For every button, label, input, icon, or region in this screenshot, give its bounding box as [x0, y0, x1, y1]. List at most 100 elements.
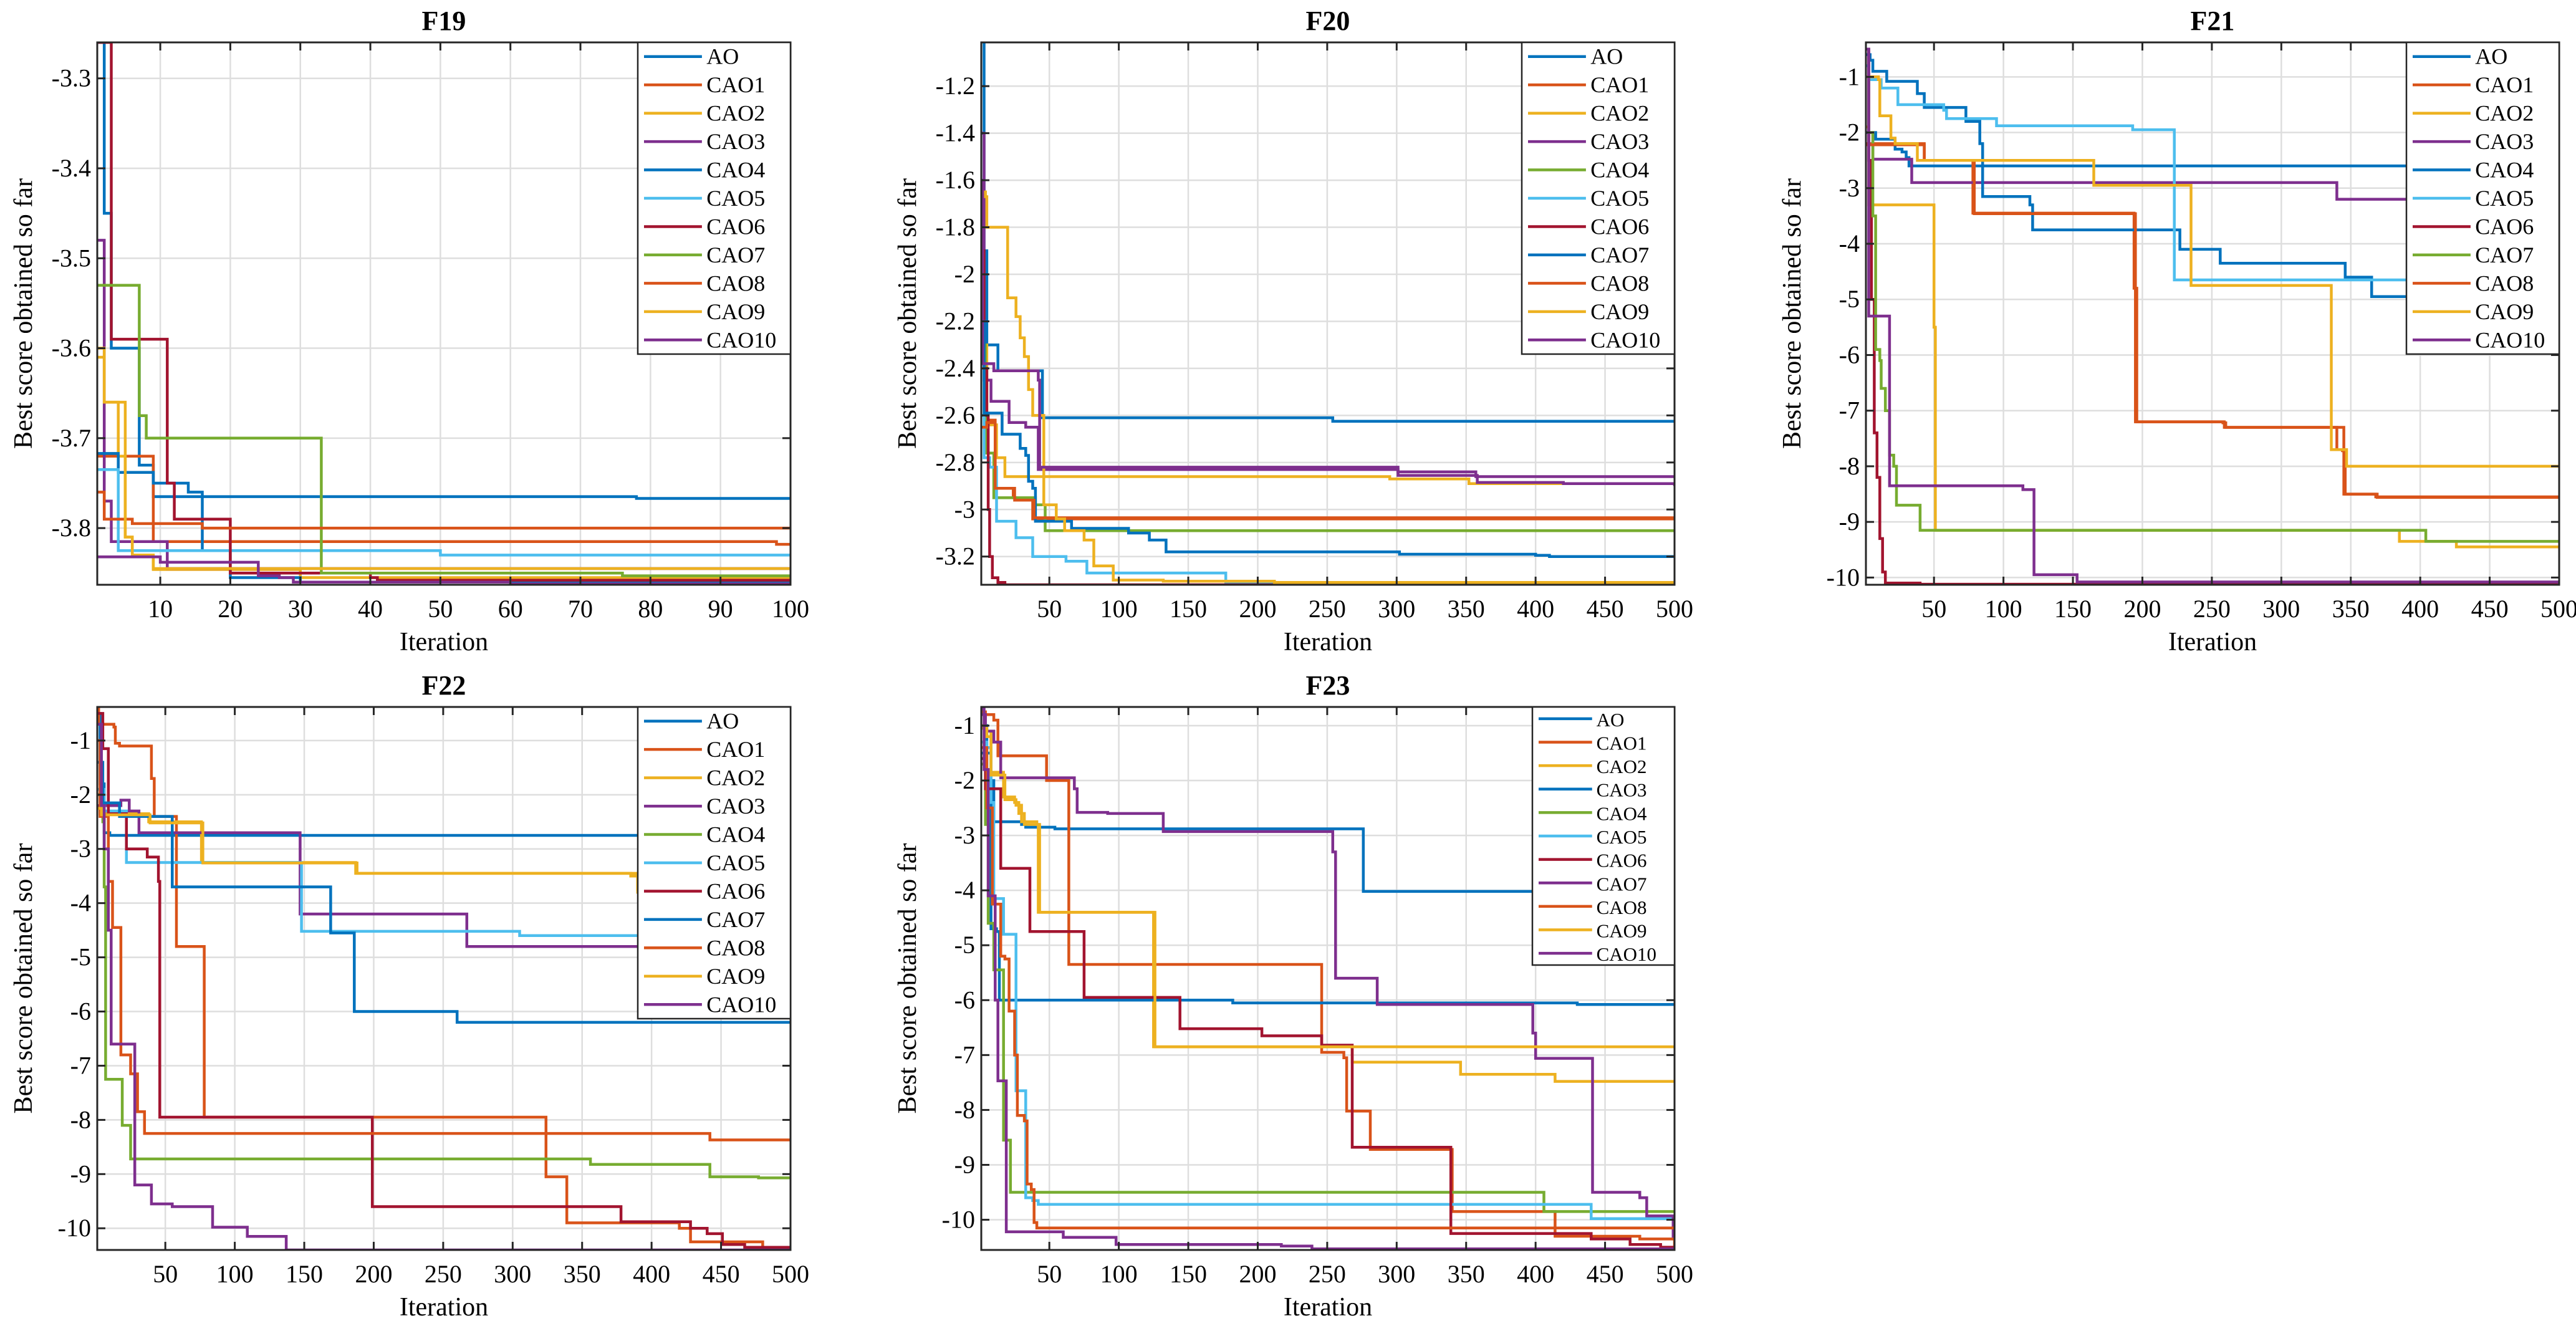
x-tick-label: 150	[2054, 595, 2092, 623]
y-tick-label: -3.2	[936, 542, 975, 570]
x-tick-label: 450	[703, 1260, 740, 1288]
x-tick-label: 350	[1448, 595, 1485, 623]
y-tick-label: -8	[70, 1105, 91, 1133]
x-tick-label: 400	[2401, 595, 2439, 623]
subplot-f19: 10 20 30 40 50 60 70 80 90 100 -3.3 -3.4 -3.5 -3.6 -3.…	[9, 6, 809, 656]
x-tick-label: 70	[568, 595, 593, 623]
y-axis-label: Best score obtained so far	[1778, 178, 1807, 449]
series-line-cao3	[97, 239, 791, 570]
legend-label: CAO5	[1597, 826, 1647, 848]
series-line-cao6	[981, 757, 1675, 1250]
y-tick-label: -5	[70, 943, 91, 971]
y-tick-label: -2	[954, 260, 975, 288]
series-line-cao9	[97, 807, 791, 891]
legend-label: CAO4	[2475, 158, 2534, 183]
chart-title: F20	[1306, 6, 1350, 36]
y-axis-label: Best score obtained so far	[893, 843, 922, 1114]
chart-title: F23	[1306, 670, 1350, 701]
legend: AO CAO1 CAO2 CAO3 CAO4 CAO5 CAO6 CAO7 CAO8 CAO9 CA…	[2405, 41, 2560, 355]
subplot-f23: 50 100 150 200 250 300 350 400 450 500 -1 -2 -3 -4 -5 -…	[893, 670, 1693, 1322]
x-tick-label: 350	[1448, 1260, 1485, 1288]
legend-label: AO	[1597, 709, 1625, 731]
x-axis-label: Iteration	[400, 1293, 488, 1322]
y-tick-label: -3	[954, 495, 975, 523]
legend-item-cao1: CAO1	[644, 72, 765, 97]
y-tick-label: -9	[70, 1160, 91, 1188]
legend-item-cao3: CAO3	[1528, 129, 1649, 154]
y-tick-label: -5	[1839, 285, 1860, 313]
subplot-f20: 50 100 150 200 250 300 350 400 450 500 -1.2 -1.4 -1.…	[893, 6, 1693, 656]
x-tick-label: 400	[633, 1260, 670, 1288]
legend-label: CAO7	[706, 243, 765, 267]
legend-label: AO	[1590, 44, 1623, 69]
x-tick-label: 250	[2193, 595, 2231, 623]
legend-label: CAO6	[1590, 214, 1649, 239]
x-axis-label: Iteration	[400, 628, 488, 656]
x-tick-label: 350	[564, 1260, 601, 1288]
legend-item-ao: AO	[1539, 709, 1624, 731]
x-tick-label: 20	[218, 595, 243, 623]
x-tick-label: 50	[1037, 1260, 1062, 1288]
legend-label: CAO9	[2475, 299, 2534, 324]
legend-item-cao3: CAO3	[644, 129, 765, 154]
series-line-cao5	[97, 468, 791, 557]
legend-label: CAO7	[1590, 243, 1649, 267]
x-tick-label: 100	[216, 1260, 254, 1288]
legend-item-cao6: CAO6	[644, 214, 765, 239]
series-line-cao1	[97, 707, 791, 1250]
legend-item-cao8: CAO8	[644, 271, 765, 296]
legend-label: CAO5	[2475, 186, 2534, 211]
series-line-cao9	[981, 727, 1675, 1049]
y-tick-label: -5	[954, 931, 975, 959]
legend-item-cao4: CAO4	[644, 158, 765, 183]
legend-item-cao9: CAO9	[644, 299, 765, 324]
legend-label: CAO9	[706, 964, 765, 989]
legend-label: CAO1	[1590, 72, 1649, 97]
y-tick-label: -6	[1839, 340, 1860, 368]
legend-item-cao6: CAO6	[1528, 214, 1649, 239]
legend-label: CAO4	[706, 822, 765, 847]
legend-item-cao10: CAO10	[2413, 327, 2545, 352]
series-line-cao10	[981, 708, 1675, 1250]
y-tick-label: -9	[954, 1150, 975, 1178]
x-tick-label: 200	[2123, 595, 2161, 623]
legend-label: CAO1	[1597, 732, 1647, 754]
y-tick-label: -3.8	[52, 514, 91, 542]
x-tick-label: 450	[1587, 1260, 1624, 1288]
legend-item-cao6: CAO6	[644, 878, 765, 903]
y-tick-label: -8	[1839, 452, 1860, 480]
y-tick-label: -7	[70, 1051, 91, 1079]
legend-label: AO	[706, 709, 739, 734]
legend-label: CAO2	[1590, 101, 1649, 126]
y-tick-label: -4	[1839, 229, 1860, 257]
x-tick-label: 100	[1100, 595, 1138, 623]
legend-item-cao6: CAO6	[1539, 850, 1647, 872]
legend-label: CAO8	[2475, 271, 2534, 296]
legend-label: CAO5	[706, 186, 765, 211]
legend-item-cao5: CAO5	[2413, 186, 2534, 211]
y-tick-label: -2	[70, 781, 91, 809]
legend-item-cao7: CAO7	[644, 907, 765, 932]
legend-item-cao8: CAO8	[1539, 896, 1647, 918]
x-tick-label: 100	[772, 595, 809, 623]
legend-label: CAO6	[706, 878, 765, 903]
x-tick-label: 400	[1517, 1260, 1554, 1288]
series-lines	[981, 708, 1675, 1250]
y-tick-label: -2	[954, 766, 975, 794]
legend-item-cao7: CAO7	[1528, 243, 1649, 267]
x-tick-label: 100	[1985, 595, 2022, 623]
legend-label: CAO2	[1597, 756, 1647, 777]
series-lines	[97, 42, 791, 585]
series-lines	[97, 707, 791, 1250]
series-line-cao5	[981, 414, 1675, 584]
x-tick-label: 200	[1239, 595, 1276, 623]
x-tick-label: 50	[428, 595, 453, 623]
legend-label: CAO3	[2475, 129, 2534, 154]
legend-label: CAO9	[706, 299, 765, 324]
legend: AO CAO1 CAO2 CAO3 CAO4 CAO5 CAO6 CAO7 CAO8 CAO9 CA…	[1521, 41, 1676, 355]
legend-item-cao8: CAO8	[1528, 271, 1649, 296]
y-tick-label: -9	[1839, 507, 1860, 536]
legend-label: CAO10	[1590, 327, 1660, 352]
y-tick-label: -3.5	[52, 244, 91, 272]
